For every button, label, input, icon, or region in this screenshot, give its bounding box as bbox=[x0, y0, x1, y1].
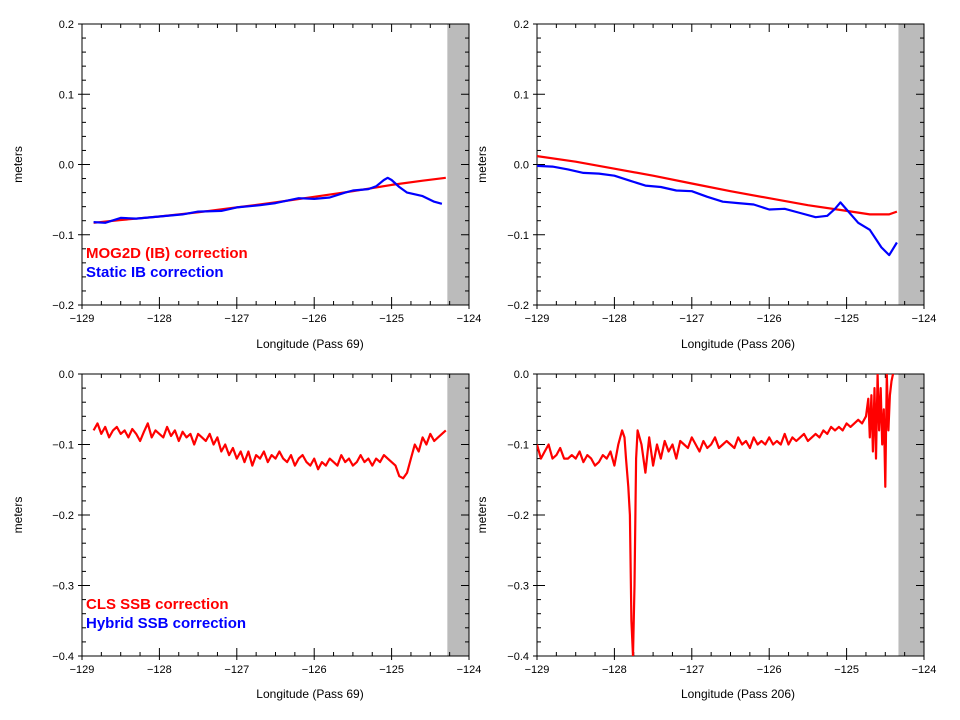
series-line-red bbox=[93, 176, 446, 224]
plot-frame bbox=[81, 23, 470, 306]
y-axis-label: meters bbox=[11, 146, 25, 183]
y-tick-label: −0.3 bbox=[52, 581, 74, 593]
x-axis-label: Longitude (Pass 69) bbox=[256, 337, 363, 351]
y-tick-label: −0.2 bbox=[52, 300, 74, 312]
chart-panel-4: −129 −128 −127 −126 −125 −124 −0.4 −0.3 −0.2 −0.1… bbox=[475, 369, 936, 701]
x-tick-label: −129 bbox=[70, 664, 95, 676]
y-tick-label: 0.0 bbox=[59, 160, 74, 172]
x-tick-label: −129 bbox=[70, 313, 95, 325]
legend-entry: MOG2D (IB) correction bbox=[86, 245, 248, 262]
y-tick-label: −0.1 bbox=[52, 440, 74, 452]
y-tick-label: 0.0 bbox=[514, 160, 529, 172]
x-tick-label: −128 bbox=[147, 664, 172, 676]
x-tick-label: −127 bbox=[679, 313, 704, 325]
series-line-red bbox=[537, 374, 895, 656]
x-tick-label: −126 bbox=[302, 313, 327, 325]
x-tick-label: −124 bbox=[457, 313, 482, 325]
y-tick-label: 0.2 bbox=[59, 19, 74, 31]
x-tick-label: −126 bbox=[757, 313, 782, 325]
x-axis-label: Longitude (Pass 206) bbox=[681, 687, 795, 701]
series-line-red bbox=[92, 422, 447, 480]
legend-entry: Hybrid SSB correction bbox=[86, 615, 246, 632]
y-tick-label: −0.4 bbox=[507, 651, 529, 663]
x-tick-label: −127 bbox=[679, 664, 704, 676]
y-tick-label: −0.2 bbox=[52, 510, 74, 522]
y-tick-label: 0.2 bbox=[514, 19, 529, 31]
x-tick-label: −124 bbox=[912, 313, 937, 325]
x-tick-label: −129 bbox=[525, 313, 550, 325]
y-tick-label: −0.1 bbox=[507, 230, 529, 242]
x-axis-label: Longitude (Pass 206) bbox=[681, 337, 795, 351]
series-line-blue bbox=[93, 176, 443, 224]
x-tick-label: −124 bbox=[912, 664, 937, 676]
y-axis-label: meters bbox=[11, 497, 25, 534]
x-tick-label: −129 bbox=[525, 664, 550, 676]
chart-panel-3: −129 −128 −127 −126 −125 −124 −0.4 −0.3 −0.2 −0.1… bbox=[11, 369, 481, 701]
x-tick-label: −127 bbox=[224, 664, 249, 676]
y-tick-label: 0.1 bbox=[59, 89, 74, 101]
y-tick-label: −0.2 bbox=[507, 300, 529, 312]
x-tick-label: −125 bbox=[834, 664, 859, 676]
series-line-blue bbox=[537, 164, 898, 257]
y-axis-label: meters bbox=[475, 146, 489, 183]
x-tick-label: −126 bbox=[302, 664, 327, 676]
x-axis-label: Longitude (Pass 69) bbox=[256, 687, 363, 701]
x-tick-label: −126 bbox=[757, 664, 782, 676]
x-tick-label: −127 bbox=[224, 313, 249, 325]
y-axis-label: meters bbox=[475, 497, 489, 534]
x-tick-label: −125 bbox=[379, 313, 404, 325]
y-tick-label: 0.0 bbox=[59, 369, 74, 381]
y-tick-label: 0.1 bbox=[514, 89, 529, 101]
y-tick-label: −0.1 bbox=[52, 230, 74, 242]
x-tick-label: −128 bbox=[147, 313, 172, 325]
x-tick-label: −125 bbox=[379, 664, 404, 676]
x-tick-label: −125 bbox=[834, 313, 859, 325]
x-tick-label: −128 bbox=[602, 313, 627, 325]
chart-panel-2: −129 −128 −127 −126 −125 −124 −0.2 −0.1 0.0 0.1 0.… bbox=[475, 19, 936, 351]
plot-frame bbox=[81, 373, 470, 657]
y-tick-label: −0.3 bbox=[507, 581, 529, 593]
series-line-red bbox=[537, 155, 898, 216]
y-tick-label: −0.4 bbox=[52, 651, 74, 663]
y-tick-label: −0.2 bbox=[507, 510, 529, 522]
x-tick-label: −124 bbox=[457, 664, 482, 676]
legend-entry: CLS SSB correction bbox=[86, 596, 229, 613]
legend-entry: Static IB correction bbox=[86, 264, 224, 281]
y-tick-label: 0.0 bbox=[514, 369, 529, 381]
chart-panel-1: −129 −128 −127 −126 −125 −124 −0.2 −0.1 0.0 0.1 0.… bbox=[11, 19, 481, 351]
y-tick-label: −0.1 bbox=[507, 440, 529, 452]
x-tick-label: −128 bbox=[602, 664, 627, 676]
